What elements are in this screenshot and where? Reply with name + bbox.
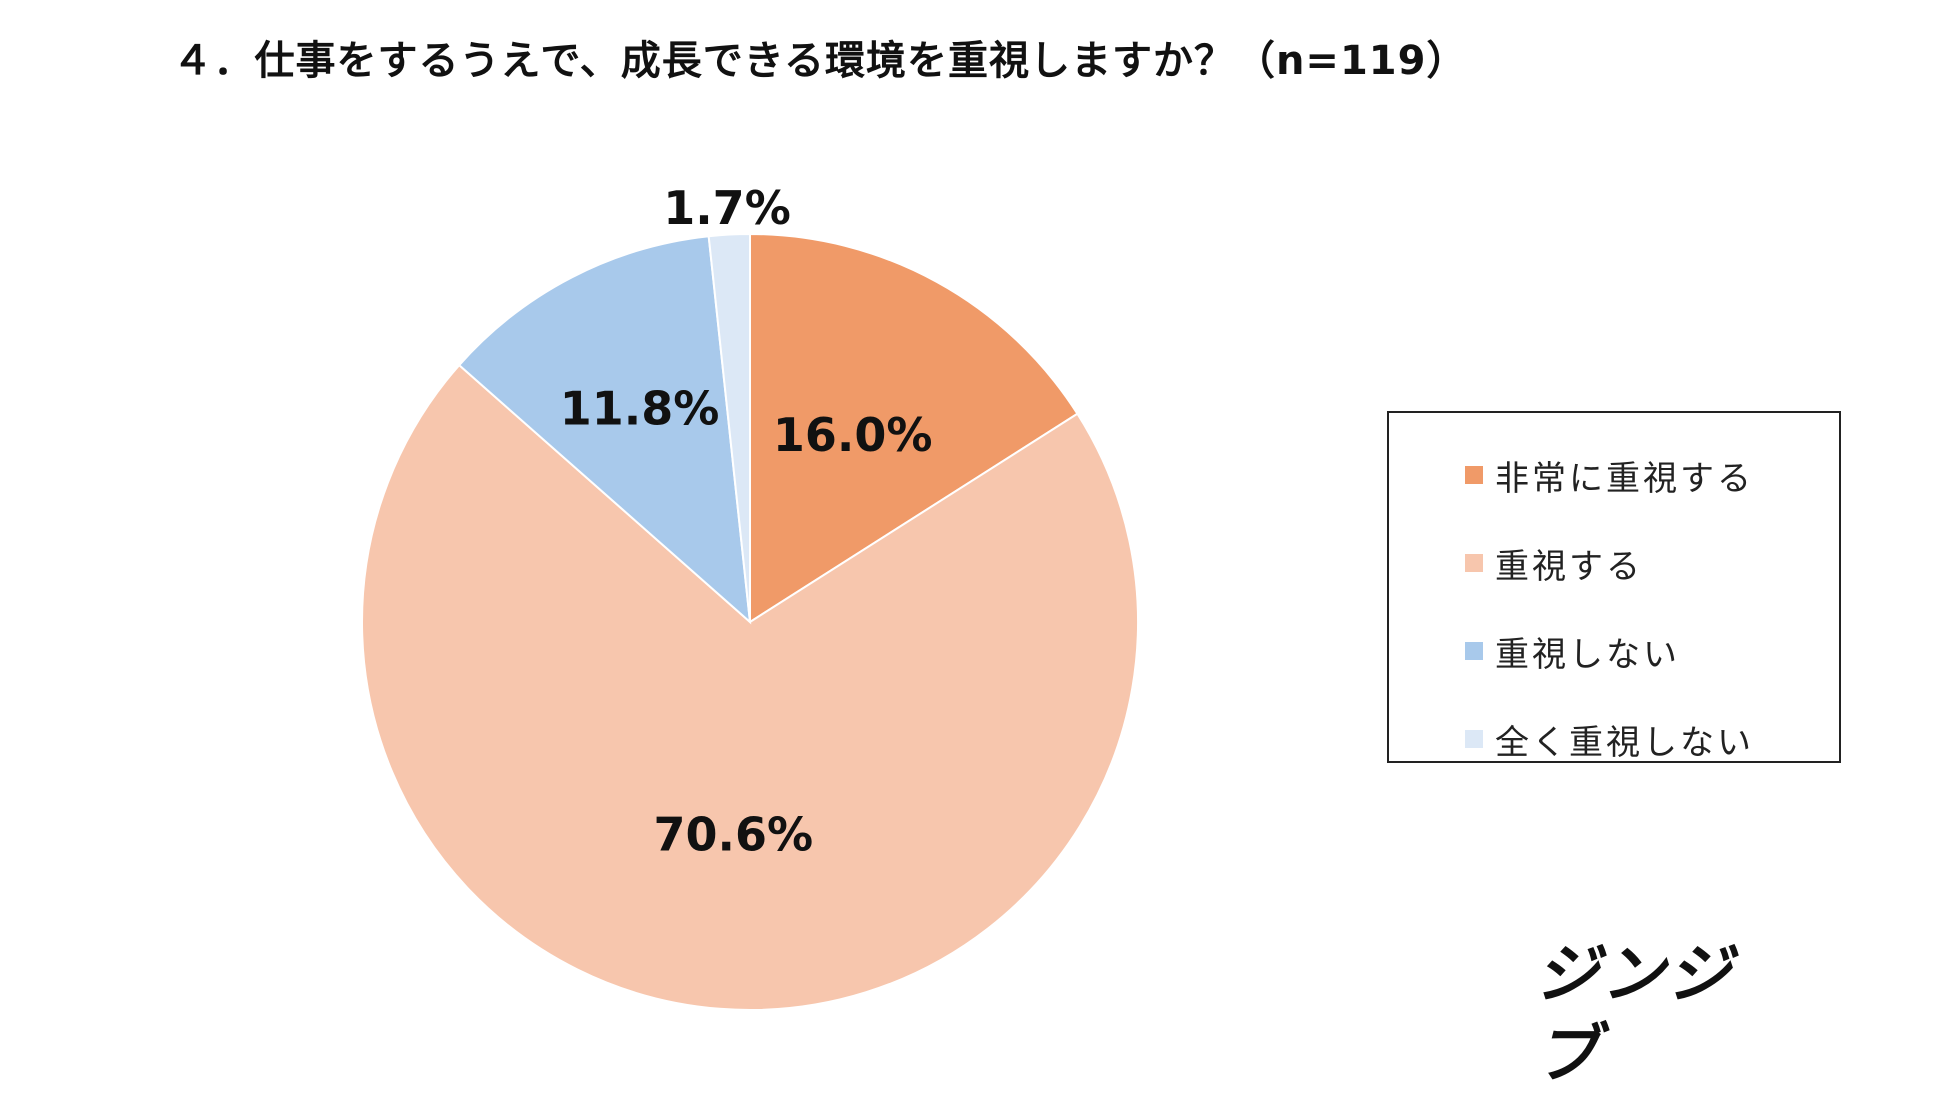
legend-item-very-important: 非常に重視する (1465, 431, 1839, 519)
legend-item-not-important: 重視しない (1465, 607, 1839, 695)
data-label-important: 70.6% (653, 808, 813, 862)
pie-slice-not-at-all-important (707, 232, 751, 623)
legend-swatch-very-important (1465, 466, 1483, 484)
data-label-very-important: 16.0% (773, 408, 933, 462)
data-label-not-important: 11.8% (560, 381, 720, 435)
legend-label-very-important: 非常に重視する (1495, 458, 1754, 499)
brand-logo: ジンジブ (1535, 938, 1733, 1092)
pie-slice-important (361, 363, 1139, 1011)
legend-item-not-at-all-important: 全く重視しない (1465, 695, 1839, 783)
pie-slice-not-important (457, 235, 752, 625)
legend-label-important: 重視する (1495, 546, 1643, 587)
legend-swatch-important (1465, 554, 1483, 572)
legend-swatch-not-important (1465, 642, 1483, 660)
legend-label-not-important: 重視しない (1495, 634, 1680, 675)
legend: 非常に重視する 重視する 重視しない 全く重視しない (1387, 411, 1841, 763)
legend-item-important: 重視する (1465, 519, 1839, 607)
pie-slice-very-important (749, 232, 1079, 624)
legend-swatch-not-at-all-important (1465, 730, 1483, 748)
legend-label-not-at-all-important: 全く重視しない (1495, 722, 1754, 763)
data-label-not-at-all-important: 1.7% (663, 181, 791, 235)
chart-title: ４．仕事をするうえで、成長できる環境を重視しますか？（n=119） (172, 38, 1468, 84)
